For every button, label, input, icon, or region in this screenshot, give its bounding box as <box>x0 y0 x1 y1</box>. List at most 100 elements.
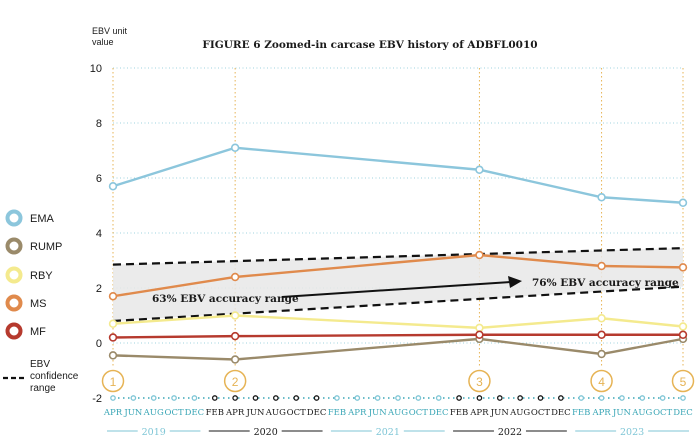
x-tick-label: FEB <box>450 408 468 418</box>
x-tick-label: JUN <box>368 408 388 418</box>
x-tick-marker <box>395 395 401 401</box>
x-tick-label: APR <box>347 408 367 418</box>
x-tick-marker <box>110 395 116 401</box>
confidence-band <box>113 248 683 321</box>
x-tick-marker <box>354 395 361 401</box>
x-tick-marker <box>537 395 544 401</box>
confidence-upper-line <box>112 247 684 266</box>
milestone-label: 2 <box>232 375 239 389</box>
year-label: 2021 <box>376 427 400 438</box>
data-point-ms <box>108 292 118 301</box>
data-point-ms <box>475 250 484 260</box>
milestone-label: 3 <box>476 375 483 389</box>
x-tick-label: DEC <box>185 408 205 418</box>
x-tick-marker <box>639 395 646 401</box>
series-line-rump <box>112 337 684 361</box>
legend-marker-rump <box>5 237 23 255</box>
chart-title: FIGURE 6 Zoomed-in carcase EBV history o… <box>202 39 537 51</box>
data-point-mf <box>678 330 688 339</box>
x-tick-marker <box>476 395 483 401</box>
x-tick-marker <box>496 395 503 401</box>
x-tick-marker <box>191 395 198 401</box>
x-tick-label: OCT <box>409 408 428 418</box>
x-tick-marker <box>252 395 259 401</box>
data-point-rby <box>108 319 118 328</box>
x-tick-marker <box>659 395 666 401</box>
data-point-rump <box>108 351 118 360</box>
legend-label-rump: RUMP <box>30 241 62 253</box>
annotation-arrow-shaft <box>281 281 511 298</box>
annotation-arrow-head <box>508 276 522 288</box>
y-tick-label: 2 <box>96 283 102 295</box>
x-tick-label: JUN <box>245 408 265 418</box>
y-axis-label-line2: value <box>92 37 114 47</box>
series-line-ema <box>112 146 684 204</box>
x-tick-label: FEB <box>328 408 346 418</box>
data-point-rump <box>597 349 606 359</box>
legend-marker-ema <box>5 209 23 227</box>
x-tick-marker <box>313 395 320 401</box>
x-tick-label: AUG <box>265 408 286 418</box>
legend-label-ms: MS <box>30 298 47 310</box>
x-tick-label: OCT <box>164 408 183 418</box>
x-tick-marker <box>130 395 137 401</box>
year-label: 2020 <box>254 427 278 438</box>
x-tick-marker <box>680 395 686 401</box>
legend-marker-rby <box>5 266 23 284</box>
data-point-mf <box>475 330 484 339</box>
data-point-ema <box>108 182 118 191</box>
x-tick-marker <box>273 395 279 401</box>
x-tick-label: AUG <box>387 408 408 418</box>
milestone-marker <box>590 369 613 393</box>
x-tick-label: DEC <box>429 408 449 418</box>
x-tick-marker <box>150 395 157 401</box>
x-tick-label: AUG <box>509 408 530 418</box>
data-point-ms <box>597 261 606 271</box>
x-tick-marker <box>293 395 300 401</box>
x-tick-marker <box>456 395 462 401</box>
data-point-ms <box>230 272 240 282</box>
legend-label-ema: EMA <box>30 213 55 225</box>
legend-label-confidence-2: confidence <box>30 371 79 382</box>
data-point-mf <box>597 330 606 339</box>
milestone-label: 5 <box>680 375 687 389</box>
data-point-mf <box>230 331 240 341</box>
legend-label-rby: RBY <box>30 270 53 282</box>
data-point-ms <box>678 263 688 272</box>
y-tick-label: 0 <box>96 338 102 350</box>
x-tick-label: FEB <box>206 408 224 418</box>
data-point-rump <box>230 355 240 364</box>
x-tick-label: JUN <box>490 408 510 418</box>
x-tick-label: OCT <box>531 408 550 418</box>
x-tick-marker <box>171 395 177 401</box>
x-tick-label: APR <box>103 408 123 418</box>
data-point-rby <box>475 323 484 333</box>
x-tick-marker <box>619 395 625 401</box>
legend-label-confidence-3: range <box>30 383 56 394</box>
x-tick-label: DEC <box>551 408 571 418</box>
legend-marker-mf <box>5 322 23 340</box>
x-tick-label: APR <box>591 408 611 418</box>
x-tick-label: APR <box>225 408 245 418</box>
x-tick-marker <box>211 395 218 401</box>
data-point-rby <box>597 314 606 323</box>
x-tick-marker <box>435 395 442 401</box>
x-tick-marker <box>334 395 340 401</box>
y-tick-label: 10 <box>90 63 102 75</box>
x-tick-label: OCT <box>653 408 672 418</box>
data-point-mf <box>108 333 118 342</box>
milestone-label: 4 <box>598 375 605 389</box>
x-tick-label: APR <box>469 408 489 418</box>
y-axis-label-line1: EBV unit <box>92 26 128 36</box>
data-point-ema <box>230 143 240 152</box>
x-tick-label: JUN <box>123 408 143 418</box>
x-tick-label: FEB <box>572 408 590 418</box>
milestone-marker <box>468 369 491 393</box>
legend-marker-ms <box>5 294 23 312</box>
x-tick-marker <box>578 395 585 401</box>
x-tick-marker <box>558 395 564 401</box>
x-tick-label: AUG <box>631 408 652 418</box>
milestone-marker <box>101 369 125 393</box>
annotation-63: 63% EBV accuracy range <box>152 293 299 305</box>
y-tick-label: 6 <box>96 173 102 185</box>
